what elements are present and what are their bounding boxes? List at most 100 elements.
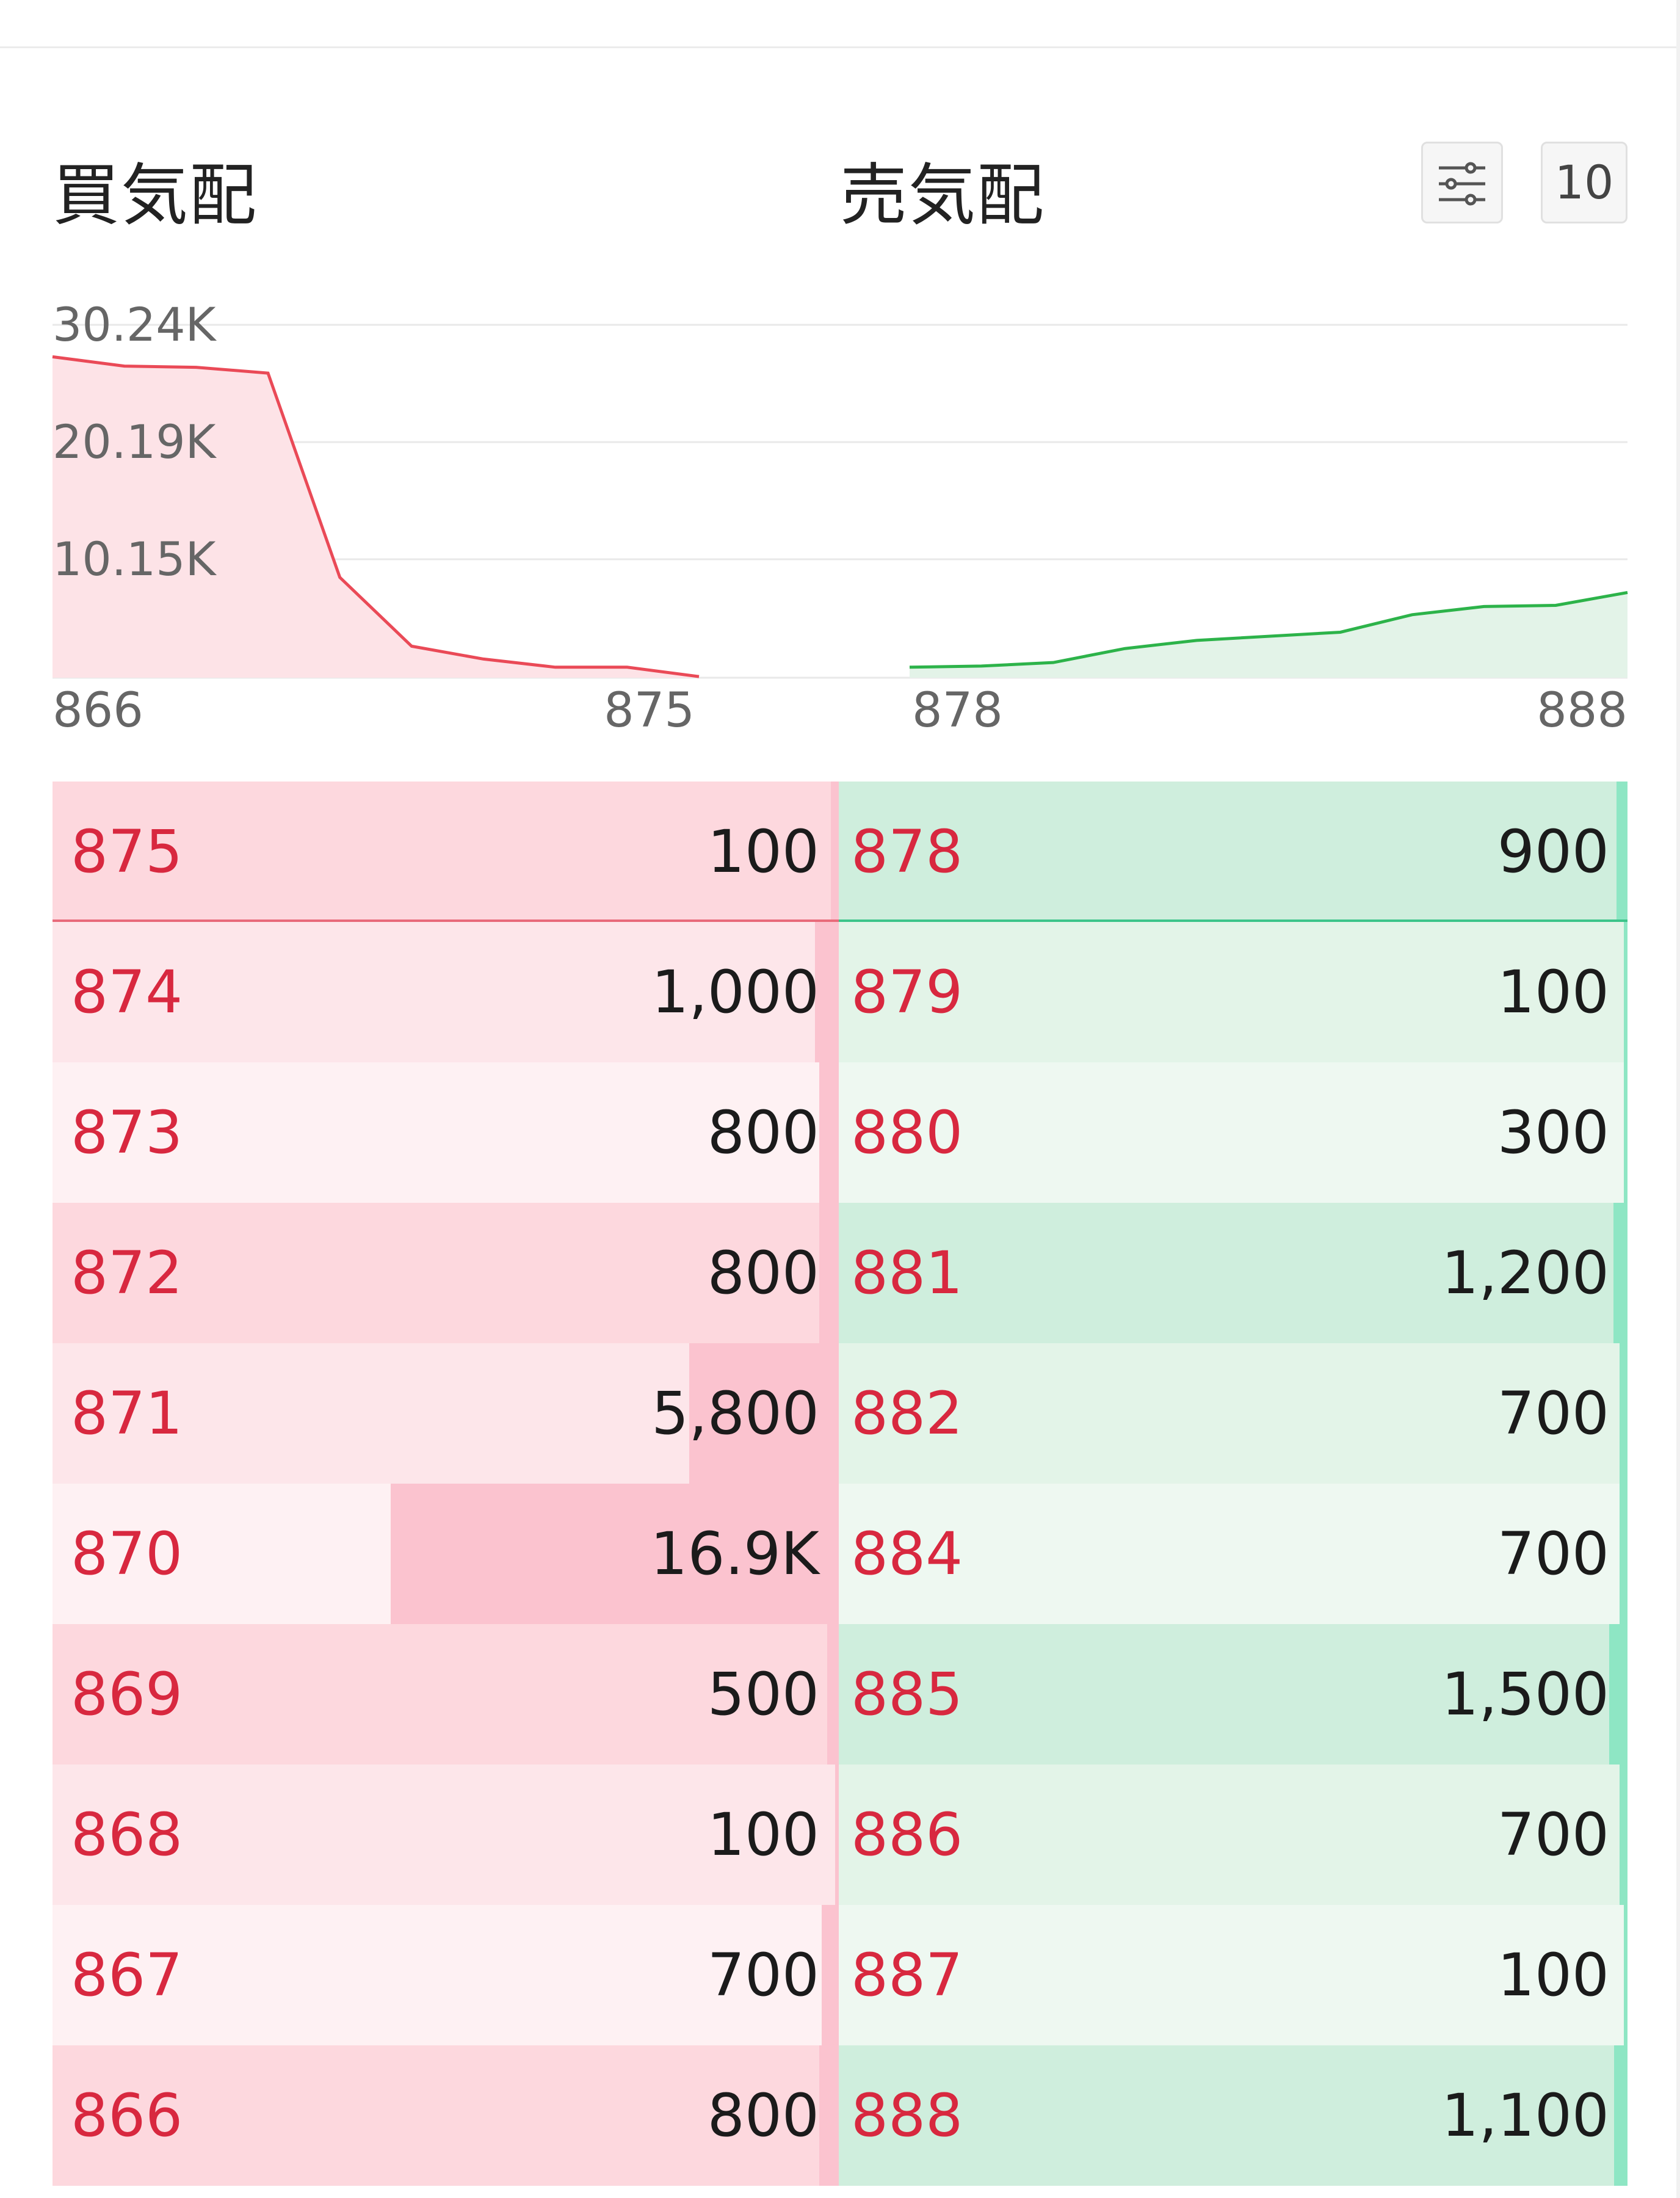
bid-volume-bar [827, 1624, 839, 1765]
ask-cell[interactable]: 884 700 [839, 1484, 1628, 1624]
ask-price: 887 [851, 1941, 963, 2009]
order-book-row: 874 1,000 879 100 [52, 922, 1628, 1062]
bid-volume-bar [689, 1343, 839, 1484]
y-tick-label: 10.15K [52, 532, 217, 586]
bid-price: 872 [71, 1239, 183, 1307]
ask-quantity: 700 [1497, 1520, 1609, 1588]
ask-line [909, 591, 1628, 669]
depth-chart-svg: 30.24K 20.19K 10.15K 866 875 878 888 [52, 297, 1628, 738]
bid-quantity: 100 [707, 818, 819, 886]
ask-row-background [839, 1484, 1628, 1624]
bid-title: 買気配 [52, 156, 258, 234]
ask-quantity: 1,500 [1441, 1660, 1609, 1728]
bid-row-background [52, 1203, 839, 1343]
bid-price: 871 [71, 1379, 183, 1448]
ask-cell[interactable]: 888 1,100 [839, 2045, 1628, 2186]
order-book-table: 875 100 878 900 874 1,000 879 100 873 800 880 300 87… [52, 782, 1628, 2186]
bid-cell[interactable]: 867 700 [52, 1905, 839, 2045]
order-book-row: 872 800 881 1,200 [52, 1203, 1628, 1343]
depth-chart: 30.24K 20.19K 10.15K 866 875 878 888 [0, 287, 1680, 751]
bid-cell[interactable]: 870 16.9K [52, 1484, 839, 1624]
ask-cell[interactable]: 879 100 [839, 922, 1628, 1062]
bid-cell[interactable]: 874 1,000 [52, 922, 839, 1062]
bid-quantity: 5,800 [651, 1379, 819, 1448]
ask-row-background [839, 2045, 1628, 2186]
scroll-edge [1676, 0, 1680, 2198]
ask-volume-bar [1609, 1624, 1628, 1765]
ask-quantity: 900 [1497, 818, 1609, 886]
bid-quantity: 700 [707, 1941, 819, 2009]
order-book-row: 875 100 878 900 [52, 782, 1628, 923]
bid-volume-bar [835, 1765, 839, 1905]
ask-cell[interactable]: 887 100 [839, 1905, 1628, 2045]
bid-quantity: 800 [707, 1098, 819, 1167]
bid-cell[interactable]: 873 800 [52, 1062, 839, 1203]
ask-price: 882 [851, 1379, 963, 1448]
ask-cell[interactable]: 882 700 [839, 1343, 1628, 1484]
ask-volume-bar [1620, 1484, 1628, 1624]
ask-row-background [839, 1624, 1628, 1765]
x-tick-label: 866 [52, 683, 143, 738]
best-ask-divider [839, 919, 1628, 923]
bid-price: 868 [71, 1801, 183, 1869]
ask-row-background [839, 1203, 1628, 1343]
bid-quantity: 500 [707, 1660, 819, 1728]
ask-cell[interactable]: 881 1,200 [839, 1203, 1628, 1343]
bid-price: 869 [71, 1660, 183, 1728]
y-tick-label: 30.24K [52, 297, 217, 352]
ask-row-background [839, 1343, 1628, 1484]
order-book-header: 買気配 売気配 10 [52, 134, 1628, 234]
bid-volume-bar [819, 2045, 839, 2186]
top-divider [0, 46, 1680, 48]
bid-line [52, 355, 700, 678]
bid-cell[interactable]: 868 100 [52, 1765, 839, 1905]
ask-row-background [839, 1905, 1628, 2045]
bid-volume-bar [391, 1484, 839, 1624]
bid-quantity: 100 [707, 1801, 819, 1869]
bid-price: 870 [71, 1520, 183, 1588]
ask-price: 888 [851, 2081, 963, 2150]
ask-cell[interactable]: 886 700 [839, 1765, 1628, 1905]
bid-row-background [52, 922, 839, 1062]
bid-cell[interactable]: 869 500 [52, 1624, 839, 1765]
ask-cell[interactable]: 885 1,500 [839, 1624, 1628, 1765]
order-book-row: 870 16.9K 884 700 [52, 1484, 1628, 1624]
ask-row-background [839, 1765, 1628, 1905]
ask-cell[interactable]: 878 900 [839, 782, 1628, 922]
ask-price: 880 [851, 1098, 963, 1167]
bid-row-background [52, 1062, 839, 1203]
ask-quantity: 100 [1497, 958, 1609, 1026]
ask-volume-bar [1620, 1343, 1628, 1484]
bid-volume-bar [819, 1203, 839, 1343]
bid-cell[interactable]: 866 800 [52, 2045, 839, 2186]
ask-row-background [839, 782, 1628, 922]
ask-volume-bar [1613, 1203, 1628, 1343]
ask-row-background [839, 922, 1628, 1062]
ask-price: 885 [851, 1660, 963, 1728]
y-tick-label: 20.19K [52, 415, 217, 469]
ask-volume-bar [1624, 1905, 1628, 2045]
ask-cell[interactable]: 880 300 [839, 1062, 1628, 1203]
x-tick-label: 875 [604, 683, 695, 738]
depth-selector-button[interactable]: 10 [1541, 142, 1628, 223]
bid-volume-bar [831, 782, 839, 922]
order-book-row: 873 800 880 300 [52, 1062, 1628, 1203]
bid-quantity: 1,000 [651, 958, 819, 1026]
bid-cell[interactable]: 871 5,800 [52, 1343, 839, 1484]
bid-cell[interactable]: 872 800 [52, 1203, 839, 1343]
bid-row-background [52, 782, 839, 922]
ask-price: 886 [851, 1801, 963, 1869]
x-tick-label: 878 [912, 683, 1003, 738]
bid-cell[interactable]: 875 100 [52, 782, 839, 922]
ask-price: 878 [851, 818, 963, 886]
best-bid-divider [52, 919, 839, 923]
ask-price: 881 [851, 1239, 963, 1307]
bid-quantity: 800 [707, 1239, 819, 1307]
ask-quantity: 700 [1497, 1379, 1609, 1448]
filter-button[interactable] [1421, 142, 1503, 223]
order-book-row: 867 700 887 100 [52, 1905, 1628, 2045]
ask-price: 879 [851, 958, 963, 1026]
bid-price: 866 [71, 2081, 183, 2150]
ask-quantity: 100 [1497, 1941, 1609, 2009]
order-book-row: 871 5,800 882 700 [52, 1343, 1628, 1484]
